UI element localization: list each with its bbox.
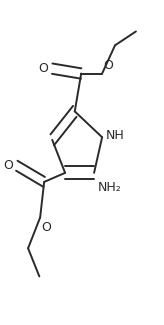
- Text: NH: NH: [106, 129, 125, 142]
- Text: NH₂: NH₂: [98, 181, 122, 194]
- Text: O: O: [104, 59, 114, 72]
- Text: O: O: [41, 221, 51, 234]
- Text: O: O: [3, 159, 13, 172]
- Text: O: O: [38, 62, 48, 75]
